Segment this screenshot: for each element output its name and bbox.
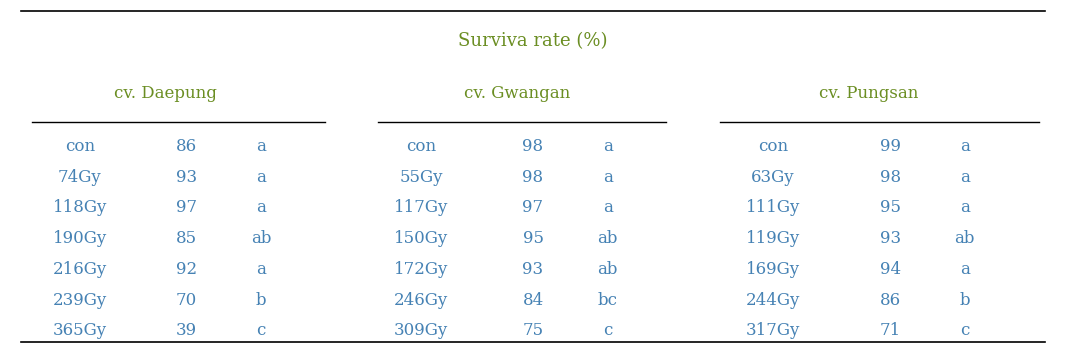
Text: 98: 98: [522, 138, 544, 155]
Text: 74Gy: 74Gy: [58, 169, 102, 186]
Text: 84: 84: [522, 292, 544, 309]
Text: con: con: [65, 138, 95, 155]
Text: con: con: [406, 138, 436, 155]
Text: cv. Gwangan: cv. Gwangan: [464, 85, 570, 102]
Text: 86: 86: [879, 292, 901, 309]
Text: 93: 93: [176, 169, 197, 186]
Text: c: c: [257, 322, 265, 339]
Text: 239Gy: 239Gy: [53, 292, 107, 309]
Text: 63Gy: 63Gy: [752, 169, 794, 186]
Text: 216Gy: 216Gy: [53, 261, 107, 278]
Text: 98: 98: [879, 169, 901, 186]
Text: 93: 93: [522, 261, 544, 278]
Text: 55Gy: 55Gy: [400, 169, 442, 186]
Text: b: b: [959, 292, 970, 309]
Text: cv. Pungsan: cv. Pungsan: [819, 85, 919, 102]
Text: a: a: [256, 138, 266, 155]
Text: a: a: [602, 199, 613, 216]
Text: a: a: [602, 169, 613, 186]
Text: a: a: [602, 138, 613, 155]
Text: 118Gy: 118Gy: [52, 199, 108, 216]
Text: 70: 70: [176, 292, 197, 309]
Text: 309Gy: 309Gy: [394, 322, 448, 339]
Text: c: c: [960, 322, 969, 339]
Text: ab: ab: [597, 261, 618, 278]
Text: c: c: [603, 322, 612, 339]
Text: bc: bc: [598, 292, 617, 309]
Text: a: a: [959, 261, 970, 278]
Text: b: b: [256, 292, 266, 309]
Text: con: con: [758, 138, 788, 155]
Text: 117Gy: 117Gy: [393, 199, 449, 216]
Text: a: a: [256, 261, 266, 278]
Text: 97: 97: [522, 199, 544, 216]
Text: 71: 71: [879, 322, 901, 339]
Text: Surviva rate (%): Surviva rate (%): [458, 32, 608, 49]
Text: 95: 95: [879, 199, 901, 216]
Text: 190Gy: 190Gy: [53, 230, 107, 247]
Text: 93: 93: [879, 230, 901, 247]
Text: ab: ab: [597, 230, 618, 247]
Text: ab: ab: [954, 230, 975, 247]
Text: 85: 85: [176, 230, 197, 247]
Text: a: a: [256, 169, 266, 186]
Text: a: a: [959, 199, 970, 216]
Text: 317Gy: 317Gy: [745, 322, 801, 339]
Text: a: a: [256, 199, 266, 216]
Text: 75: 75: [522, 322, 544, 339]
Text: 95: 95: [522, 230, 544, 247]
Text: 39: 39: [176, 322, 197, 339]
Text: 99: 99: [879, 138, 901, 155]
Text: 119Gy: 119Gy: [746, 230, 800, 247]
Text: 86: 86: [176, 138, 197, 155]
Text: 169Gy: 169Gy: [746, 261, 800, 278]
Text: 244Gy: 244Gy: [745, 292, 801, 309]
Text: 111Gy: 111Gy: [745, 199, 801, 216]
Text: 365Gy: 365Gy: [53, 322, 107, 339]
Text: 94: 94: [879, 261, 901, 278]
Text: 246Gy: 246Gy: [394, 292, 448, 309]
Text: 150Gy: 150Gy: [394, 230, 448, 247]
Text: a: a: [959, 138, 970, 155]
Text: 92: 92: [176, 261, 197, 278]
Text: 172Gy: 172Gy: [393, 261, 449, 278]
Text: 97: 97: [176, 199, 197, 216]
Text: 98: 98: [522, 169, 544, 186]
Text: a: a: [959, 169, 970, 186]
Text: cv. Daepung: cv. Daepung: [114, 85, 216, 102]
Text: ab: ab: [251, 230, 272, 247]
